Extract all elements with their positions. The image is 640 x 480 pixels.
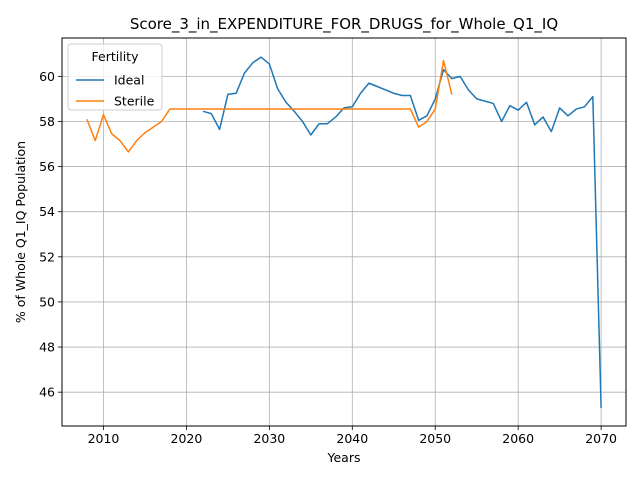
y-tick-label: 56 [39, 159, 55, 174]
legend: Fertility Ideal Sterile [67, 43, 163, 111]
y-axis-label: % of Whole Q1_IQ Population [13, 141, 28, 323]
series-line-ideal [202, 56, 602, 408]
legend-title: Fertility [92, 49, 140, 64]
x-tick-label: 2050 [419, 431, 451, 446]
legend-label-ideal: Ideal [114, 73, 144, 88]
y-tick-label: 52 [39, 249, 55, 264]
legend-label-sterile: Sterile [114, 94, 155, 109]
y-tick-label: 60 [39, 69, 55, 84]
x-tick-label: 2030 [253, 431, 285, 446]
grid-lines [62, 38, 626, 426]
x-axis-ticks: 2010 2020 2030 2040 2050 2060 2070 [88, 426, 617, 446]
y-tick-label: 54 [39, 204, 55, 219]
y-tick-label: 50 [39, 294, 55, 309]
x-tick-label: 2010 [88, 431, 120, 446]
y-tick-label: 58 [39, 114, 55, 129]
series-lines [86, 56, 602, 408]
chart-title: Score_3_in_EXPENDITURE_FOR_DRUGS_for_Who… [130, 15, 558, 34]
x-tick-label: 2040 [336, 431, 368, 446]
y-axis-ticks: 46 48 50 52 54 56 58 60 [39, 69, 62, 400]
x-tick-label: 2020 [171, 431, 203, 446]
plot-frame [61, 37, 627, 427]
y-tick-label: 48 [39, 340, 55, 355]
x-tick-label: 2060 [502, 431, 534, 446]
legend-box [67, 43, 163, 111]
x-axis-label: Years [327, 450, 361, 465]
y-tick-label: 46 [39, 385, 55, 400]
series-line-sterile [86, 59, 453, 153]
legend-items: Ideal Sterile [76, 73, 155, 109]
x-tick-label: 2070 [585, 431, 617, 446]
